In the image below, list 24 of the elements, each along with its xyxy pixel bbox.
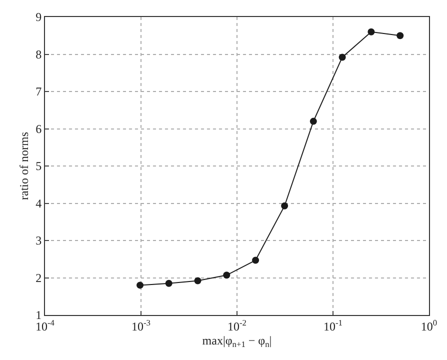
- point: [252, 256, 260, 264]
- y-tick-label: 4: [36, 196, 42, 210]
- y-tick-label: 6: [36, 122, 42, 136]
- y-tick-label: 8: [36, 47, 42, 62]
- y-tick-label: 7: [36, 84, 42, 99]
- y-tick-label: 9: [36, 10, 42, 24]
- y-tick-label: 3: [36, 234, 42, 248]
- y-tick-label: 5: [36, 159, 42, 174]
- point: [194, 277, 202, 284]
- point: [396, 32, 404, 40]
- point: [223, 272, 230, 279]
- x-axis-title: max|φ$_{n+1}$ − φ$_{n}$|: [202, 333, 272, 349]
- x-tick-label: 10$^{-3}$: [132, 318, 150, 334]
- y-axis-title: ratio of norms: [16, 132, 31, 200]
- point: [338, 54, 346, 61]
- y-tick-label: 2: [36, 270, 42, 285]
- point: [368, 28, 375, 36]
- point: [281, 202, 288, 210]
- point: [165, 280, 172, 287]
- x-tick-label: 10$^{-1}$: [324, 318, 342, 334]
- point: [310, 118, 317, 125]
- x-tick-label: 10$^{-2}$: [228, 318, 246, 334]
- point: [136, 282, 144, 289]
- x-tick-label: 10$^{0}$: [420, 318, 438, 334]
